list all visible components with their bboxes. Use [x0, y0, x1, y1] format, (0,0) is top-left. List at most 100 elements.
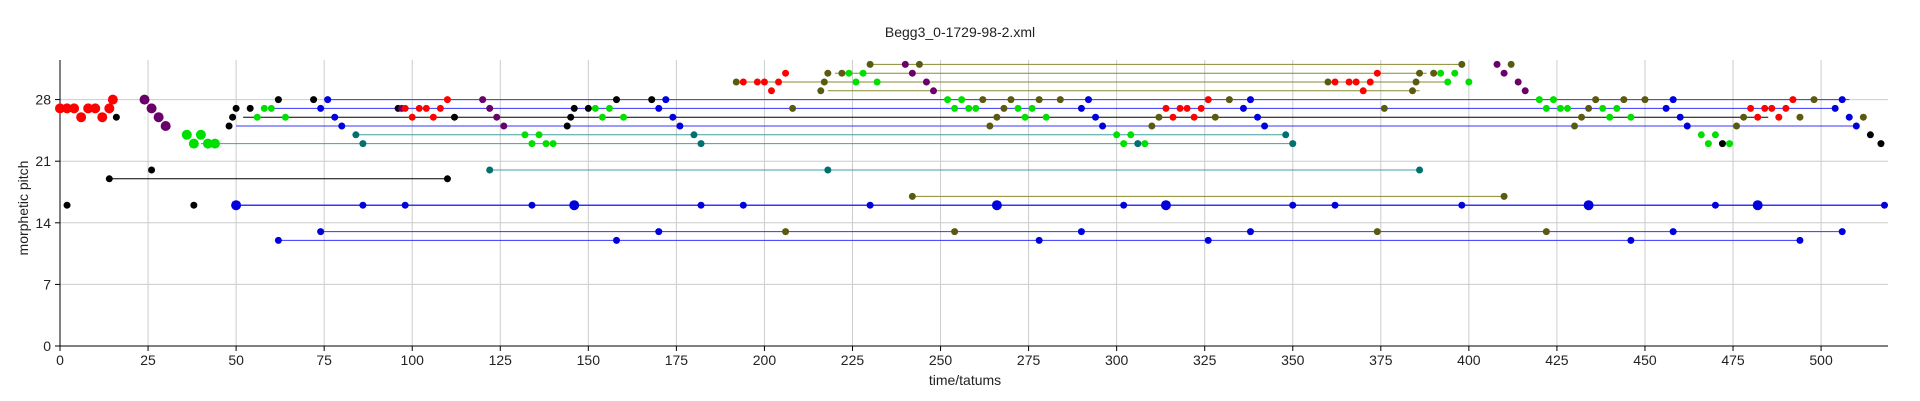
note-point	[422, 104, 430, 112]
note-point	[929, 87, 937, 95]
note-point	[112, 113, 120, 121]
note-point	[1056, 96, 1064, 104]
grid	[59, 60, 1888, 347]
note-point	[359, 140, 367, 148]
note-point	[676, 122, 684, 130]
note-point	[1155, 113, 1163, 121]
note-point	[662, 96, 670, 104]
note-point	[1641, 96, 1649, 104]
note-point	[1120, 201, 1128, 209]
note-point	[1134, 140, 1142, 148]
x-tick-label: 400	[1457, 352, 1481, 368]
note-point	[820, 78, 828, 86]
x-tick-label: 475	[1721, 352, 1745, 368]
note-point	[1169, 113, 1177, 121]
note-point	[486, 166, 494, 174]
note-point	[1845, 113, 1853, 121]
note-point	[965, 104, 973, 112]
note-point	[697, 201, 705, 209]
note-point	[1160, 200, 1171, 211]
y-tick-label: 7	[43, 276, 51, 292]
note-point	[1493, 60, 1501, 68]
note-point	[229, 113, 237, 121]
y-tick-label: 0	[43, 338, 51, 354]
note-point	[104, 103, 115, 114]
note-point	[443, 96, 451, 104]
note-point	[352, 131, 360, 139]
note-point	[1035, 236, 1043, 244]
note-point	[1514, 78, 1522, 86]
note-point	[1768, 104, 1776, 112]
note-point	[105, 175, 113, 183]
note-point	[1000, 104, 1008, 112]
note-point	[1796, 113, 1804, 121]
note-point	[655, 228, 663, 236]
note-point	[775, 78, 783, 86]
note-point	[901, 60, 909, 68]
note-point	[1042, 113, 1050, 121]
note-point	[873, 78, 881, 86]
note-point	[1740, 113, 1748, 121]
note-point	[1373, 69, 1381, 77]
note-point	[331, 113, 339, 121]
note-point	[274, 236, 282, 244]
note-point	[1416, 166, 1424, 174]
note-point	[1331, 78, 1339, 86]
note-point	[1035, 96, 1043, 104]
note-point	[760, 78, 768, 86]
note-point	[443, 175, 451, 183]
note-point	[1373, 228, 1381, 236]
note-point	[1669, 228, 1677, 236]
note-point	[782, 228, 790, 236]
note-point	[1578, 113, 1586, 121]
note-point	[922, 78, 930, 86]
note-point	[1099, 122, 1107, 130]
x-tick-label: 200	[753, 352, 777, 368]
note-point	[605, 104, 613, 112]
note-point	[1239, 104, 1247, 112]
note-point	[958, 96, 966, 104]
x-tick-label: 0	[56, 352, 64, 368]
note-point	[190, 201, 198, 209]
note-point	[1007, 96, 1015, 104]
note-point	[1127, 131, 1135, 139]
x-tick-label: 125	[489, 352, 513, 368]
note-point	[1583, 200, 1594, 211]
note-point	[1669, 96, 1677, 104]
note-point	[1877, 140, 1885, 148]
note-point	[195, 129, 206, 140]
note-point	[1838, 96, 1846, 104]
note-point	[951, 104, 959, 112]
note-point	[690, 131, 698, 139]
note-point	[310, 96, 318, 104]
note-point	[817, 87, 825, 95]
note-point	[753, 78, 761, 86]
note-point	[1852, 122, 1860, 130]
note-point	[231, 200, 242, 211]
note-point	[1148, 122, 1156, 130]
x-tick-label: 500	[1809, 352, 1833, 368]
note-point	[1754, 113, 1762, 121]
note-point	[838, 69, 846, 77]
note-point	[845, 69, 853, 77]
note-point	[1084, 96, 1092, 104]
note-point	[535, 131, 543, 139]
note-point	[202, 138, 213, 149]
y-tick-label: 14	[35, 215, 51, 231]
note-point	[97, 112, 108, 123]
note-point	[1810, 96, 1818, 104]
note-point	[63, 201, 71, 209]
note-point	[1683, 122, 1691, 130]
note-point	[232, 104, 240, 112]
x-tick-label: 150	[577, 352, 601, 368]
note-point	[1458, 201, 1466, 209]
note-point	[1345, 78, 1353, 86]
note-point	[408, 113, 416, 121]
note-point	[1113, 131, 1121, 139]
note-point	[1352, 78, 1360, 86]
x-tick-label: 175	[665, 352, 689, 368]
note-point	[500, 122, 508, 130]
note-point	[1866, 131, 1874, 139]
